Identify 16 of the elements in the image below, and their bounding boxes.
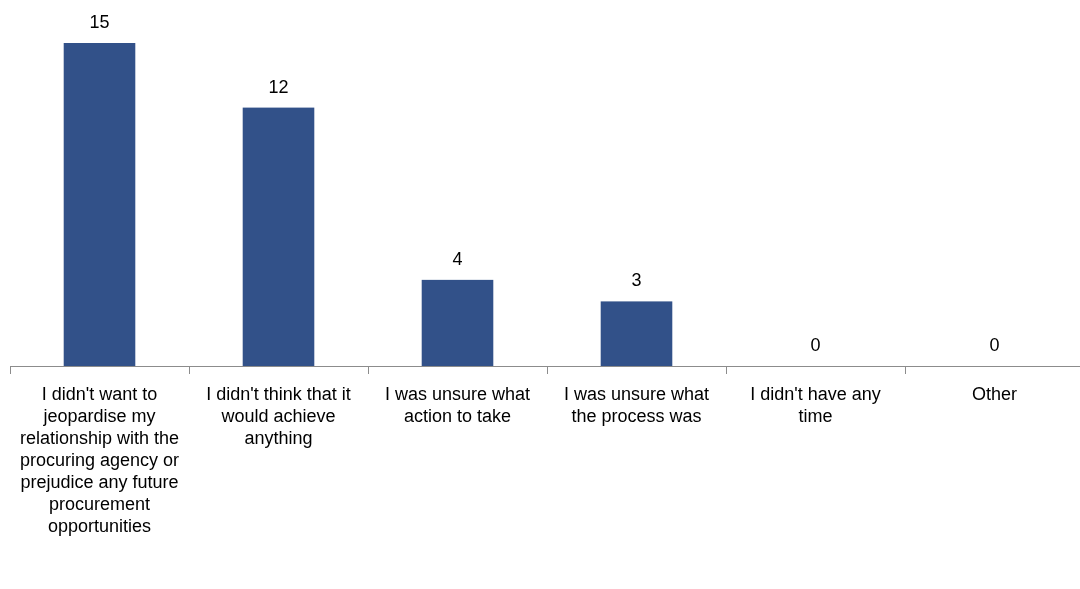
- x-tick-label: I was unsure what the process was: [563, 384, 710, 426]
- data-label: 12: [268, 76, 289, 97]
- bar: [600, 301, 673, 366]
- bar: [421, 279, 494, 366]
- data-label: 15: [89, 12, 110, 32]
- x-tick-label: I didn't think that it would achieve anything: [206, 384, 351, 448]
- x-tick-label: I didn't have any time: [750, 384, 881, 426]
- data-label: 3: [631, 270, 642, 291]
- bar: [242, 107, 315, 366]
- x-tick-label: Other: [971, 384, 1018, 404]
- data-label: 0: [810, 335, 821, 355]
- x-tick-label: I was unsure what action to take: [384, 384, 531, 426]
- x-tick-label: I didn't want to jeopardise my relationship with the procuring agency or prejudice any future procurement opportunities: [19, 384, 180, 536]
- bar: [63, 43, 136, 366]
- data-label: 4: [452, 248, 463, 269]
- data-label: 0: [989, 335, 1000, 355]
